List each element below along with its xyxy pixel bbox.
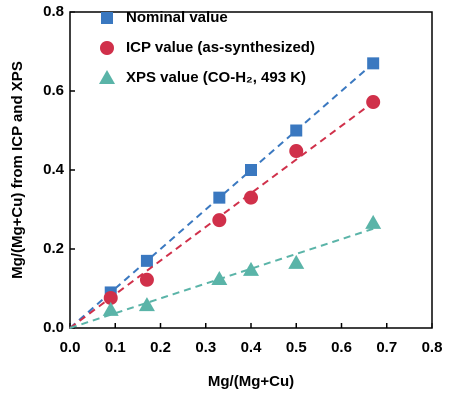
legend-marker	[101, 12, 113, 24]
x-tick-label: 0.5	[286, 339, 307, 356]
fit-line	[69, 226, 379, 329]
data-point	[243, 261, 259, 276]
data-point	[213, 191, 226, 204]
x-tick-label: 0.2	[150, 339, 171, 356]
y-tick-label: 0.0	[43, 319, 64, 336]
data-point	[103, 290, 118, 305]
legend-marker	[100, 41, 114, 55]
x-axis-label: Mg/(Mg+Cu)	[208, 373, 294, 390]
legend-label: ICP value (as-synthesized)	[126, 39, 315, 56]
legend-label: Nominal value	[126, 9, 228, 26]
y-axis-label: Mg/(Mg+Cu) from ICP and XPS	[9, 61, 26, 279]
data-point	[102, 301, 119, 316]
y-tick-label: 0.2	[43, 240, 64, 257]
data-point	[367, 57, 380, 70]
data-point	[366, 95, 381, 110]
data-point	[244, 190, 258, 205]
data-point	[365, 214, 382, 229]
data-point	[289, 144, 304, 159]
data-point	[212, 213, 227, 228]
x-tick-label: 0.7	[376, 339, 397, 356]
fit-line	[69, 98, 379, 329]
x-tick-label: 0.6	[331, 339, 352, 356]
x-tick-label: 0.1	[105, 339, 126, 356]
legend-marker	[99, 70, 115, 84]
y-tick-label: 0.6	[43, 82, 64, 99]
y-tick-label: 0.8	[43, 3, 64, 20]
legend-label: XPS value (CO-H₂, 493 K)	[126, 69, 306, 86]
data-point	[245, 164, 257, 176]
data-point	[140, 254, 153, 267]
data-point	[288, 254, 305, 269]
x-tick-label: 0.3	[195, 339, 216, 356]
data-point	[138, 297, 155, 312]
x-tick-label: 0.4	[241, 339, 263, 356]
data-point	[139, 272, 154, 287]
data-point	[211, 271, 228, 286]
data-point	[290, 124, 303, 137]
y-tick-label: 0.4	[43, 161, 65, 178]
x-tick-label: 0.0	[60, 339, 81, 356]
x-tick-label: 0.8	[422, 339, 443, 356]
